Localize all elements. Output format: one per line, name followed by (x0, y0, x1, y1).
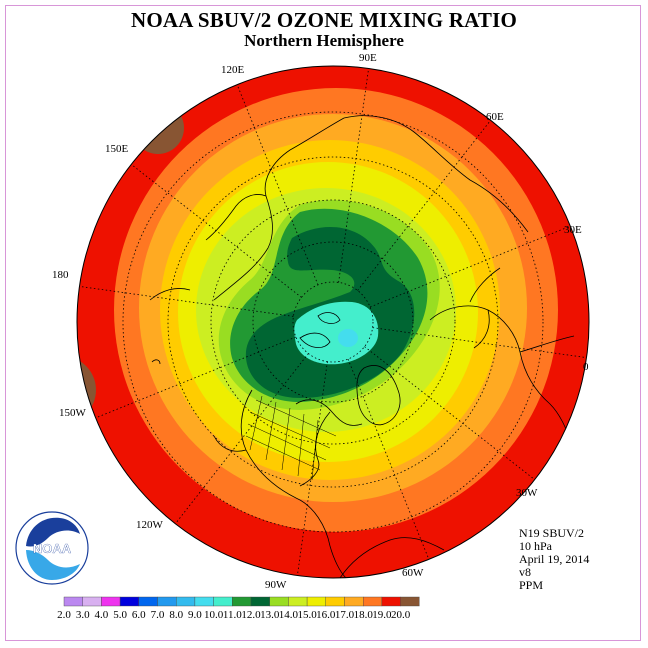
lat-circle-50 (167, 156, 499, 488)
colorbar-tick-label: 19.0 (372, 609, 392, 621)
lon-label-120w: 120W (136, 519, 164, 531)
colorbar-tick-label: 11.0 (223, 609, 242, 621)
colorbar-tick-label: 18.0 (354, 609, 374, 621)
band-9 (338, 329, 358, 347)
colorbar-swatch (288, 596, 308, 607)
info-satellite: N19 SBUV/2 (519, 526, 585, 540)
coast-north-america (213, 389, 445, 578)
meridian-line (347, 358, 430, 560)
colorbar-tick-label: 8.0 (169, 609, 183, 621)
colorbar-swatch (157, 596, 177, 607)
coast-asia (149, 115, 529, 301)
colorbar-tick-label: 2.0 (57, 609, 71, 621)
colorbar-tick-label: 9.0 (188, 609, 202, 621)
logo-text: NOAA (33, 541, 72, 556)
lon-label-90w: 90W (265, 579, 287, 591)
meridian-line (236, 84, 319, 286)
coastlines (149, 115, 575, 578)
colorbar-swatch (101, 596, 121, 607)
colorbar-swatch (400, 596, 420, 607)
colorbar-swatch (344, 596, 364, 607)
longitude-labels: 90E 60E 30E 0 30W 60W 90W 120W 150W 180 … (52, 52, 589, 591)
colorbar-tick-label: 17.0 (335, 609, 355, 621)
meridian-line (95, 336, 297, 419)
lon-label-30e: 30E (564, 224, 582, 236)
colorbar-swatch (138, 596, 158, 607)
colorbar-tick-label: 3.0 (76, 609, 90, 621)
lat-circle-60 (210, 199, 456, 445)
noaa-logo: NOAA (15, 511, 89, 585)
logo-bird-bottom (26, 550, 80, 580)
colorbar-tick-label: 4.0 (95, 609, 109, 621)
colorbar-tick-label: 10.0 (204, 609, 224, 621)
colorbar-swatch (194, 596, 214, 607)
colorbar-tick-label: 7.0 (151, 609, 165, 621)
lon-label-150e: 150E (105, 143, 129, 155)
coast-europe-africa (429, 267, 575, 445)
lon-label-0: 0 (583, 361, 589, 373)
logo-bird-top (26, 517, 80, 547)
lon-label-30w: 30W (516, 487, 538, 499)
map-boundary (76, 65, 590, 579)
colorbar-swatch (250, 596, 270, 607)
colorbar-tick-label: 15.0 (297, 609, 317, 621)
colorbar-tick-label: 20.0 (391, 609, 411, 621)
latitude-circles (122, 111, 544, 533)
meridian-line (175, 353, 309, 524)
colorbar-tick-label: 14.0 (279, 609, 299, 621)
figure-frame (5, 5, 641, 641)
meridian-line (357, 120, 491, 291)
colorbar-tick-label: 5.0 (113, 609, 127, 621)
colorbar-swatch (63, 596, 83, 607)
colorbar-tick-label: 16.0 (316, 609, 336, 621)
colorbar-swatch (213, 596, 233, 607)
lon-label-90e: 90E (359, 52, 377, 64)
colorbar-swatch (119, 596, 139, 607)
info-date: April 19, 2014 (519, 552, 590, 566)
coast-greenland (356, 365, 401, 426)
info-version: v8 (519, 565, 531, 579)
lon-label-180: 180 (52, 269, 69, 281)
colorbar-swatch (82, 596, 102, 607)
colorbar-swatch (175, 596, 196, 607)
lat-circle-40 (122, 111, 544, 533)
lon-label-150w: 150W (59, 407, 87, 419)
lon-label-60w: 60W (402, 567, 424, 579)
coast-islands (151, 312, 341, 365)
colorbar-swatch (232, 596, 252, 607)
colorbar-swatch (381, 596, 401, 607)
info-level: 10 hPa (519, 539, 552, 553)
map-subtitle: Northern Hemisphere (244, 31, 404, 50)
colorbar-tick-label: 12.0 (241, 609, 261, 621)
info-units: PPM (519, 578, 544, 592)
map-title: NOAA SBUV/2 OZONE MIXING RATIO (131, 8, 517, 32)
meridian-line (364, 346, 535, 480)
colorbar-swatch (306, 596, 327, 607)
band-10 (294, 301, 379, 365)
meridian-line (369, 225, 571, 308)
colorbar-tick-label: 6.0 (132, 609, 146, 621)
lat-circle-70 (252, 241, 414, 403)
colorbar-swatch (363, 596, 383, 607)
colorbar-swatch (269, 596, 289, 607)
ozone-contour-field (77, 66, 589, 578)
meridian-lines (79, 68, 587, 576)
lon-label-120e: 120E (221, 64, 245, 76)
meridian-line (131, 164, 302, 298)
colorbar-swatch (325, 596, 345, 607)
lon-label-60e: 60E (486, 111, 504, 123)
colorbar-tick-label: 13.0 (260, 609, 280, 621)
lat-circle-80 (292, 281, 374, 363)
